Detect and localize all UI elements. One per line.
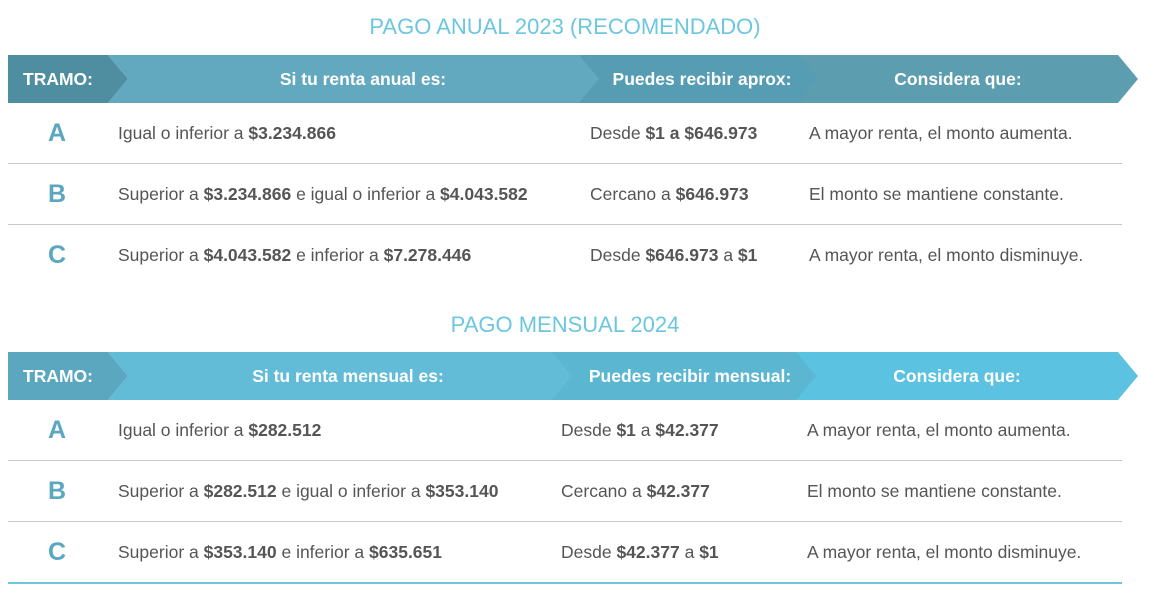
table-row: A Igual o inferior a $282.512 Desde $1 a… (8, 400, 1122, 461)
renta-cell: Superior a $282.512 e igual o inferior a… (118, 480, 499, 501)
header-recibir-aprox: Puedes recibir aprox: (579, 55, 819, 103)
renta-cell: Superior a $353.140 e inferior a $635.65… (118, 542, 443, 562)
considera-cell: A mayor renta, el monto disminuye. (809, 245, 1084, 265)
table-row: A Igual o inferior a $3.234.866 Desde $1… (8, 103, 1122, 164)
recibir-cell: Desde $1 a $646.973 (590, 122, 758, 143)
header-considera: Considera que: (796, 352, 1138, 400)
header-considera: Considera que: (798, 55, 1138, 103)
recibir-cell: Desde $1 a $42.377 (561, 419, 719, 440)
monthly-table-header: TRAMO: Si tu renta mensual es: Puedes re… (8, 352, 1140, 400)
tramo-letter: A (47, 118, 67, 147)
recibir-cell: Desde $42.377 a $1 (561, 542, 719, 562)
considera-cell: A mayor renta, el monto aumenta. (809, 122, 1073, 143)
considera-cell: A mayor renta, el monto aumenta. (807, 419, 1071, 440)
tramo-letter: C (47, 538, 67, 566)
table-row: C Superior a $4.043.582 e inferior a $7.… (8, 225, 1122, 286)
monthly-section-title: PAGO MENSUAL 2024 (450, 312, 680, 337)
tramo-letter: A (47, 415, 67, 444)
renta-cell: Igual o inferior a $3.234.866 (118, 122, 336, 143)
tramo-letter: C (47, 241, 67, 269)
annual-section-title: PAGO ANUAL 2023 (RECOMENDADO) (369, 14, 761, 39)
table-row: B Superior a $282.512 e igual o inferior… (8, 461, 1122, 522)
tramo-letter: B (47, 179, 67, 208)
considera-cell: El monto se mantiene constante. (809, 183, 1064, 204)
renta-cell: Superior a $4.043.582 e inferior a $7.27… (118, 245, 472, 265)
recibir-cell: Cercano a $646.973 (590, 183, 749, 204)
table-bottom-border (8, 582, 1122, 584)
table-row: B Superior a $3.234.866 e igual o inferi… (8, 164, 1122, 225)
tramo-letter: B (47, 476, 67, 505)
recibir-cell: Cercano a $42.377 (561, 480, 710, 501)
renta-cell: Igual o inferior a $282.512 (118, 419, 322, 440)
header-renta-mensual: Si tu renta mensual es: (108, 352, 578, 400)
considera-cell: A mayor renta, el monto disminuye. (807, 542, 1082, 562)
annual-table-header: TRAMO: Si tu renta anual es: Puedes reci… (8, 55, 1140, 103)
header-renta-anual: Si tu renta anual es: (108, 55, 608, 103)
header-recibir-mensual: Puedes recibir mensual: (552, 352, 822, 400)
considera-cell: El monto se mantiene constante. (807, 480, 1062, 501)
table-row: C Superior a $353.140 e inferior a $635.… (8, 522, 1122, 583)
renta-cell: Superior a $3.234.866 e igual o inferior… (118, 183, 528, 204)
header-tramo: TRAMO: (8, 55, 128, 103)
header-tramo: TRAMO: (8, 352, 128, 400)
recibir-cell: Desde $646.973 a $1 (590, 245, 758, 265)
